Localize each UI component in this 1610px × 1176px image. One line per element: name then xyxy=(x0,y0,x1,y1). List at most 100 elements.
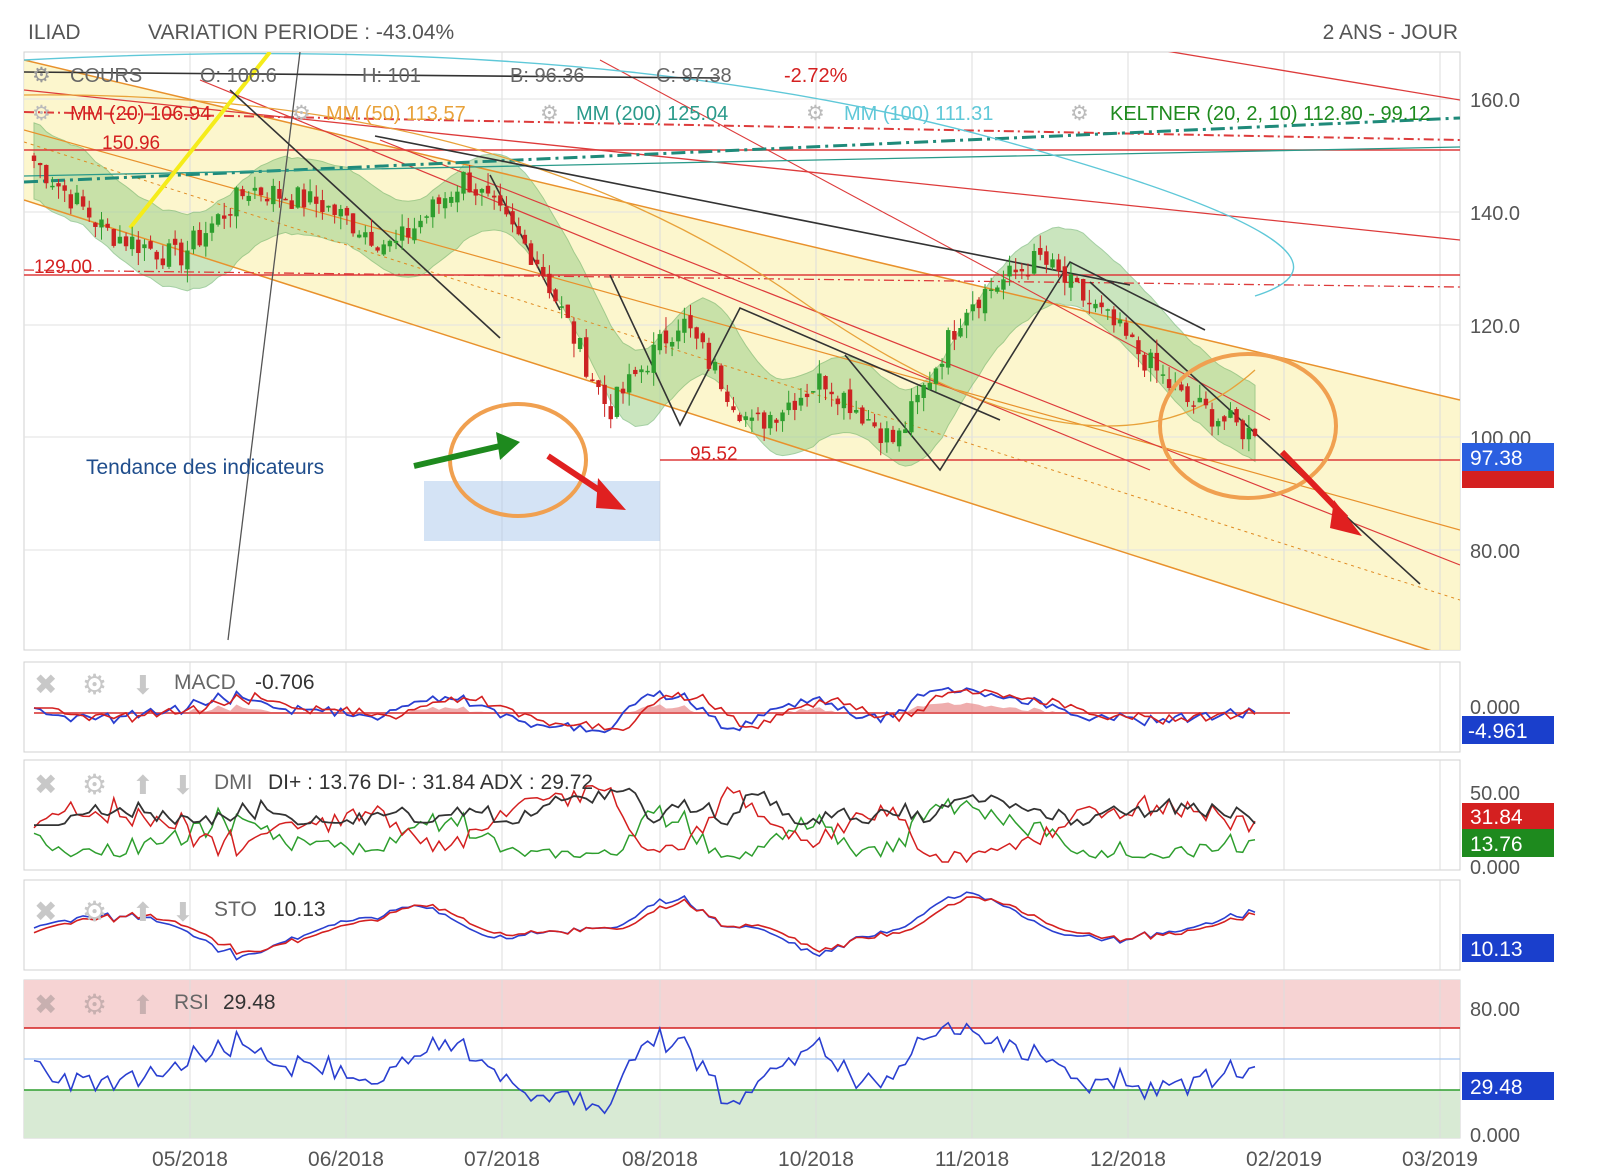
candle-body xyxy=(62,185,67,191)
candle-body xyxy=(522,234,528,244)
arrow-down-icon[interactable]: ⬇ xyxy=(172,897,194,927)
candle-body xyxy=(639,369,644,373)
arrow-up-icon[interactable]: ⬆ xyxy=(132,990,154,1020)
gear-icon[interactable]: ⚙ xyxy=(1070,102,1089,125)
x-axis-tick: 06/2018 xyxy=(308,1148,384,1171)
x-axis-tick: 12/2018 xyxy=(1090,1148,1166,1171)
candle-body xyxy=(571,321,577,344)
close-icon[interactable]: ✖ xyxy=(34,896,57,927)
candle-body xyxy=(1148,352,1153,369)
candle-body xyxy=(473,189,478,196)
macd-histogram xyxy=(34,702,1255,713)
candle-body xyxy=(995,287,1000,292)
candle-body xyxy=(590,379,595,381)
rsi-badge-bg xyxy=(1462,1072,1554,1100)
rsi-badge: 29.48 xyxy=(1470,1076,1523,1099)
candle-body xyxy=(283,198,288,201)
candle-body xyxy=(516,226,521,235)
gear-icon[interactable]: ⚙ xyxy=(82,669,107,700)
x-axis-tick: 03/2019 xyxy=(1402,1148,1478,1171)
candle-body xyxy=(1179,384,1184,391)
period-label: 2 ANS - JOUR xyxy=(1323,21,1458,44)
rsi-overbought-zone xyxy=(24,980,1460,1028)
candle-body xyxy=(676,330,681,342)
candle-body xyxy=(87,207,92,218)
candle-body xyxy=(749,417,755,421)
candle-body xyxy=(154,251,159,260)
gear-icon[interactable]: ⚙ xyxy=(32,102,51,125)
candle-body xyxy=(123,236,129,247)
legend-keltner: KELTNER (20, 2, 10) 112.80 - 99.12 xyxy=(1110,103,1431,125)
candle-body xyxy=(694,327,699,339)
gear-icon[interactable]: ⚙ xyxy=(82,896,107,927)
candle-body xyxy=(93,222,98,227)
macd-label: MACD xyxy=(174,671,236,694)
candle-body xyxy=(964,312,969,326)
candle-body xyxy=(1160,374,1166,376)
arrow-up-icon[interactable]: ⬆ xyxy=(132,770,154,800)
candle-body xyxy=(1228,410,1233,418)
candle-body xyxy=(988,289,994,292)
ticker-label: ILIAD xyxy=(28,21,81,44)
macd-signal-line xyxy=(34,688,1256,732)
candle-body xyxy=(547,273,552,294)
price-tick: 140.0 xyxy=(1470,203,1520,225)
candle-body xyxy=(301,189,307,208)
candle-body xyxy=(970,304,975,312)
gear-icon[interactable]: ⚙ xyxy=(32,64,51,87)
candle-body xyxy=(307,191,313,203)
candle-body xyxy=(896,430,902,447)
x-axis-tick: 08/2018 xyxy=(622,1148,698,1171)
candle-body xyxy=(633,369,638,375)
close-icon[interactable]: ✖ xyxy=(34,669,57,700)
dmi-minus-line xyxy=(33,785,1256,864)
dmi-tick-bottom: 0.000 xyxy=(1470,857,1520,879)
close-icon[interactable]: ✖ xyxy=(34,989,57,1020)
candle-body xyxy=(1117,319,1123,324)
arrow-down-icon[interactable]: ⬇ xyxy=(132,670,154,700)
arrow-up-icon[interactable]: ⬆ xyxy=(132,897,154,927)
candle-body xyxy=(1166,379,1172,388)
dmi-tick-top: 50.00 xyxy=(1470,783,1520,805)
candle-body xyxy=(1025,274,1031,277)
legend-cours: COURS xyxy=(70,65,142,87)
candle-body xyxy=(479,189,485,193)
candle-body xyxy=(68,194,74,209)
candle-body xyxy=(166,243,172,267)
price-tick: 80.00 xyxy=(1470,541,1520,563)
candle-body xyxy=(534,259,540,265)
candle-body xyxy=(37,163,43,166)
candle-body xyxy=(1154,352,1160,371)
candle-body xyxy=(1099,302,1104,308)
candle-body xyxy=(712,361,718,371)
candle-body xyxy=(436,197,442,204)
candle-body xyxy=(884,428,890,443)
legend-low: B: 96.36 xyxy=(510,65,585,87)
candle-body xyxy=(258,187,264,196)
candle-body xyxy=(866,419,871,421)
gear-icon[interactable]: ⚙ xyxy=(82,769,107,800)
candle-body xyxy=(277,188,282,199)
candle-body xyxy=(1068,274,1074,288)
close-icon[interactable]: ✖ xyxy=(34,769,57,800)
sto-badge-bg xyxy=(1462,934,1554,962)
candle-body xyxy=(203,233,208,247)
candle-body xyxy=(455,191,460,203)
candle-body xyxy=(927,382,933,390)
rsi-tick-top: 80.00 xyxy=(1470,999,1520,1021)
gear-icon[interactable]: ⚙ xyxy=(806,102,825,125)
arrow-down-icon[interactable]: ⬇ xyxy=(172,770,194,800)
candle-body xyxy=(160,258,166,266)
dmi-plus-badge: 13.76 xyxy=(1470,833,1523,856)
candle-body xyxy=(903,429,908,434)
candle-body xyxy=(387,240,393,247)
sto-d-line xyxy=(33,896,1256,955)
candle-body xyxy=(915,394,920,403)
gear-icon[interactable]: ⚙ xyxy=(292,102,311,125)
legend-mm200: MM (200) 125.04 xyxy=(576,103,728,125)
gear-icon[interactable]: ⚙ xyxy=(82,989,107,1020)
gear-icon[interactable]: ⚙ xyxy=(540,102,559,125)
candle-body xyxy=(657,334,663,351)
candle-body xyxy=(264,198,270,202)
legend-close: C: 97.38 xyxy=(656,65,732,87)
